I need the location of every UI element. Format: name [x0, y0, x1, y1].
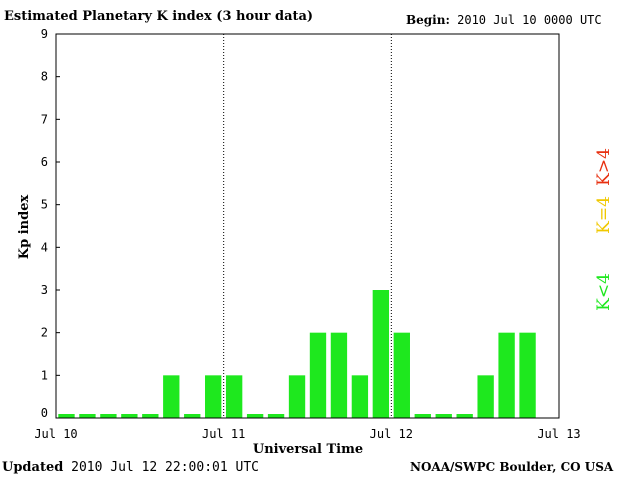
bar-12	[309, 332, 327, 418]
bar-3	[121, 414, 138, 418]
y-ticks: 0 1 2 3 4 5 6 7 8 9	[41, 27, 60, 420]
bar-15	[372, 290, 390, 418]
x-tick-label-0: Jul 10	[34, 427, 77, 441]
chart-title: Estimated Planetary K index (3 hour data…	[4, 9, 314, 24]
credit: NOAA/SWPC Boulder, CO USA	[410, 460, 614, 474]
updated-label: Updated	[2, 460, 64, 475]
bar-8	[225, 375, 243, 418]
bar-0	[58, 414, 75, 418]
x-axis-title: Universal Time	[253, 442, 363, 457]
y-tick-label-5: 5	[41, 198, 48, 212]
y-axis-title: Kp index	[17, 195, 32, 260]
bar-5	[163, 375, 180, 418]
x-tick-label-1: Jul 11	[202, 427, 245, 441]
begin-info: Begin: 2010 Jul 10 0000 UTC	[406, 13, 602, 27]
begin-label: Begin:	[406, 13, 450, 27]
bar-2	[100, 414, 117, 418]
y-tick-label-2: 2	[41, 326, 48, 340]
plot-frame	[55, 33, 560, 419]
legend-k-mid: K=4	[594, 196, 614, 234]
legend-k-low: K<4	[594, 273, 614, 311]
bar-13	[330, 332, 348, 418]
day-dividers	[223, 34, 392, 418]
bar-22	[519, 332, 536, 418]
bar-19	[456, 414, 473, 418]
bar-14	[351, 375, 369, 418]
bar-20	[477, 375, 494, 418]
begin-value: 2010 Jul 10 0000 UTC	[457, 13, 602, 27]
bar-17	[414, 414, 431, 418]
bar-6	[184, 414, 201, 418]
legend-k-high: K>4	[594, 148, 614, 186]
y-tick-label-0: 0	[41, 406, 48, 420]
y-tick-label-4: 4	[41, 240, 48, 254]
x-ticks: Jul 10 Jul 11 Jul 12 Jul 13	[34, 427, 580, 441]
bar-11	[288, 375, 306, 418]
bar-18	[435, 414, 452, 418]
bars-group	[58, 290, 536, 418]
updated-value: 2010 Jul 12 22:00:01 UTC	[71, 460, 259, 475]
x-tick-label-3: Jul 13	[537, 427, 580, 441]
updated-info: Updated 2010 Jul 12 22:00:01 UTC	[2, 460, 259, 475]
y-tick-label-9: 9	[41, 27, 48, 41]
bar-16	[393, 332, 410, 418]
y-tick-label-3: 3	[41, 283, 48, 297]
y-tick-label-6: 6	[41, 155, 48, 169]
bar-21	[498, 332, 515, 418]
x-tick-label-2: Jul 12	[370, 427, 413, 441]
y-tick-label-1: 1	[41, 368, 48, 382]
bar-10	[267, 414, 285, 418]
bar-9	[246, 414, 264, 418]
y-tick-label-8: 8	[41, 70, 48, 84]
bar-1	[79, 414, 96, 418]
bar-4	[142, 414, 159, 418]
y-tick-label-7: 7	[41, 112, 48, 126]
bar-7	[205, 375, 222, 418]
